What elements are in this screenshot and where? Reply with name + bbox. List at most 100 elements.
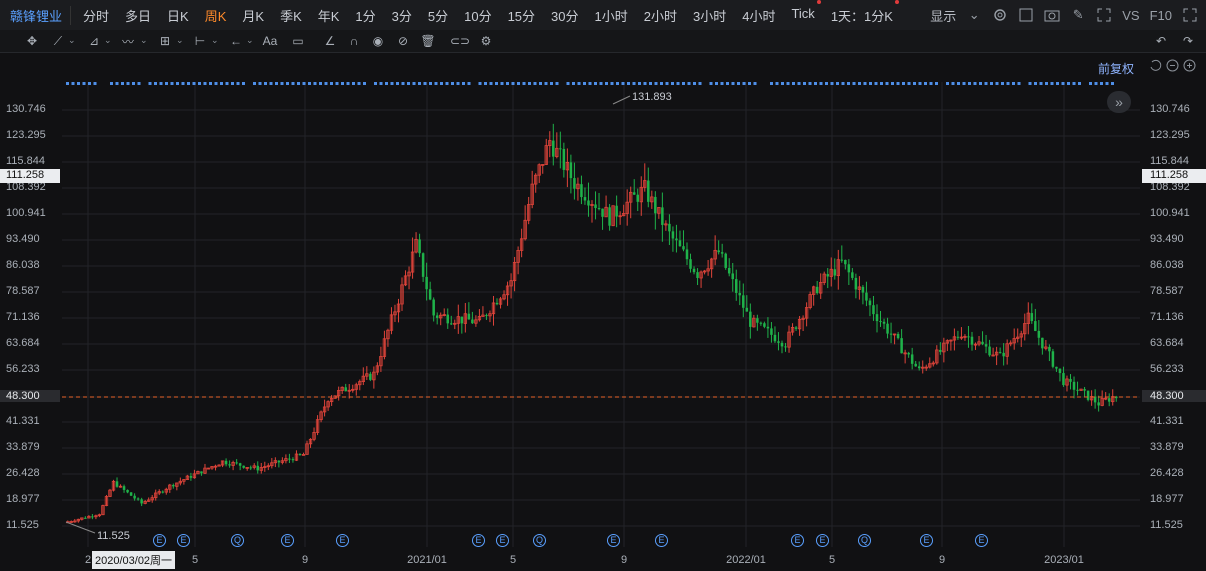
signal-dot [1050, 82, 1054, 85]
measure-icon[interactable]: ⊢ [194, 34, 206, 48]
event-marker[interactable]: E [816, 534, 829, 547]
undo-icon[interactable]: ↶ [1155, 34, 1167, 48]
event-marker[interactable]: Q [231, 534, 244, 547]
arrow-icon[interactable]: ← [230, 34, 242, 48]
period-tab[interactable]: 10分 [464, 8, 492, 24]
f10-button[interactable]: F10 [1149, 7, 1172, 23]
chevron-down-icon[interactable]: ⌄ [968, 7, 980, 22]
candle-body [1023, 323, 1027, 335]
signal-dot [319, 82, 322, 85]
redo-icon[interactable]: ↷ [1182, 34, 1194, 48]
chevron-down-icon[interactable]: ⌄ [104, 35, 112, 45]
period-tab[interactable]: 年K [317, 8, 340, 24]
wave-icon[interactable]: 〰 [121, 34, 134, 49]
period-tab[interactable]: 日K [167, 8, 189, 24]
expand-icon[interactable] [1096, 7, 1112, 23]
period-tab[interactable]: 多日 [125, 8, 152, 24]
left-price-tick: 123.295 [6, 129, 46, 141]
candle-body [235, 462, 238, 464]
fullscreen-icon[interactable] [1182, 7, 1198, 23]
period-tab[interactable]: 1小时 [594, 8, 628, 24]
period-tab[interactable]: 3小时 [692, 8, 727, 24]
stock-name[interactable]: 赣锋锂业 [10, 5, 72, 25]
event-marker[interactable]: Q [858, 534, 871, 547]
candle-body [576, 183, 580, 190]
signal-dot [1078, 82, 1081, 85]
period-tab[interactable]: 3分 [391, 8, 412, 24]
link-icon[interactable]: ⊂⊃ [449, 34, 471, 48]
zoom-out-icon[interactable] [1166, 59, 1179, 72]
move-icon[interactable]: ✥ [26, 34, 38, 48]
candle-body [382, 338, 387, 357]
period-tab[interactable]: 2小时 [643, 8, 677, 24]
period-tab[interactable]: 30分 [551, 8, 579, 24]
candle-body [164, 488, 168, 493]
event-marker[interactable]: Q [533, 534, 546, 547]
fib-icon[interactable]: ⊞ [159, 34, 171, 48]
signal-dot [126, 82, 130, 85]
camera-icon[interactable] [1044, 7, 1060, 23]
candle-body [636, 194, 639, 202]
trash-icon[interactable]: 🗑 [420, 34, 436, 48]
candle-body [959, 336, 964, 339]
crosshair-price-label: 111.258 [0, 169, 60, 183]
layout-icon[interactable] [1018, 7, 1034, 23]
hide-icon[interactable]: ⊘ [397, 34, 409, 48]
chevron-down-icon[interactable]: ⌄ [68, 35, 76, 45]
event-marker[interactable]: E [655, 534, 668, 547]
chevron-down-icon[interactable]: ⌄ [176, 35, 184, 45]
candle-body [625, 201, 629, 214]
event-marker[interactable]: E [496, 534, 509, 547]
signal-dot [896, 82, 900, 85]
period-tab[interactable]: 15分 [507, 8, 536, 24]
magnet-icon[interactable]: ∩ [349, 34, 359, 48]
vs-button[interactable]: VS [1122, 7, 1140, 23]
text-tool-icon[interactable]: Aa [262, 34, 278, 48]
zoom-in-icon[interactable] [1183, 59, 1196, 72]
period-tab[interactable]: 月K [242, 8, 265, 24]
scroll-right-button[interactable]: » [1107, 91, 1131, 113]
candle-body [182, 479, 186, 482]
event-marker[interactable]: E [975, 534, 988, 547]
period-tab[interactable]: 1分 [355, 8, 376, 24]
period-tab[interactable]: 4小时 [742, 8, 776, 24]
chevron-down-icon[interactable]: ⌄ [246, 35, 254, 45]
candle-body [505, 285, 510, 296]
event-marker[interactable]: E [791, 534, 804, 547]
eye-icon[interactable]: ◉ [372, 34, 384, 48]
event-marker[interactable]: E [153, 534, 166, 547]
kline-chart[interactable]: 131.893 11.525 [0, 52, 1206, 571]
candle-body [228, 464, 231, 466]
period-tab[interactable]: 1天：1分K [823, 0, 901, 25]
period-tab[interactable]: 5分 [427, 8, 449, 24]
right-price-tick: 48.300 [1142, 390, 1206, 402]
settings-icon[interactable] [992, 7, 1008, 23]
candle-body [1093, 396, 1097, 403]
period-tab[interactable]: 周K [204, 8, 227, 24]
event-marker[interactable]: E [177, 534, 190, 547]
signal-dot [726, 82, 729, 85]
reset-icon[interactable] [1149, 59, 1162, 72]
event-marker[interactable]: E [607, 534, 620, 547]
channel-icon[interactable]: ⊿ [88, 34, 100, 48]
display-menu[interactable]: 显示 [930, 8, 957, 24]
period-tab[interactable]: 季K [280, 8, 302, 24]
event-marker[interactable]: E [336, 534, 349, 547]
adjust-mode-label[interactable]: 前复权 [1097, 62, 1134, 76]
angle-icon[interactable]: ∠ [324, 34, 336, 48]
chevron-down-icon[interactable]: ⌄ [211, 35, 219, 45]
draw-pen-icon[interactable]: ✎ [1072, 7, 1084, 22]
candle-body [220, 460, 225, 466]
event-marker[interactable]: E [281, 534, 294, 547]
comment-icon[interactable]: ▭ [292, 34, 304, 48]
trend-line-icon[interactable]: ⟋ [53, 33, 63, 48]
period-tab[interactable]: Tick [783, 0, 822, 25]
candle-body [389, 314, 394, 331]
event-marker[interactable]: E [472, 534, 485, 547]
chevron-down-icon[interactable]: ⌄ [140, 35, 148, 45]
gear-icon[interactable]: ⚙ [480, 34, 492, 48]
signal-dot [957, 82, 960, 85]
period-tab[interactable]: 分时 [83, 8, 110, 24]
period-tabs: 分时 多日 日K 周K 月K 季K 年K 1分 3分 5分 10分 15分 30分 1小时 2小时 3小时 4小… [75, 0, 901, 25]
event-marker[interactable]: E [920, 534, 933, 547]
